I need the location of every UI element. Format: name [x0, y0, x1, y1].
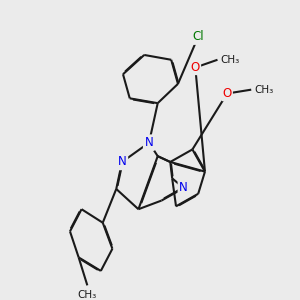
- Text: N: N: [118, 155, 126, 169]
- Text: CH₃: CH₃: [220, 55, 240, 65]
- Text: O: O: [191, 61, 200, 74]
- Text: Cl: Cl: [192, 30, 204, 43]
- Text: CH₃: CH₃: [254, 85, 273, 95]
- Text: N: N: [179, 182, 188, 194]
- Text: N: N: [145, 136, 153, 149]
- Text: O: O: [223, 87, 232, 100]
- Text: CH₃: CH₃: [78, 290, 97, 300]
